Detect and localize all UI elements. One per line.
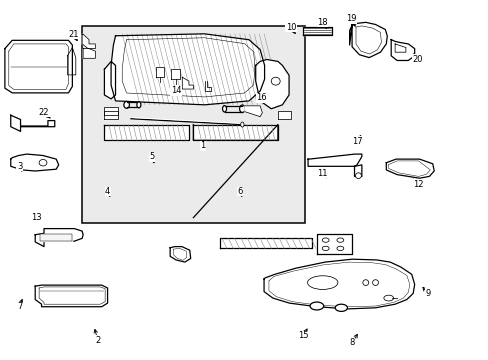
Polygon shape [104, 62, 115, 99]
Ellipse shape [383, 295, 393, 301]
Polygon shape [193, 125, 277, 140]
Polygon shape [277, 111, 291, 119]
Text: 5: 5 [149, 152, 154, 161]
Polygon shape [386, 159, 433, 178]
Text: 8: 8 [349, 338, 354, 347]
Ellipse shape [222, 105, 226, 112]
Polygon shape [155, 67, 164, 77]
Text: 20: 20 [412, 55, 423, 64]
Ellipse shape [309, 302, 323, 310]
Text: 10: 10 [285, 22, 296, 31]
Polygon shape [104, 111, 118, 119]
Bar [82, 26, 304, 223]
Polygon shape [244, 106, 262, 117]
Polygon shape [255, 59, 288, 109]
Polygon shape [264, 259, 414, 309]
Polygon shape [104, 125, 188, 140]
Ellipse shape [372, 280, 378, 285]
Polygon shape [394, 44, 405, 52]
Text: 2: 2 [95, 336, 100, 345]
Text: 7: 7 [17, 302, 22, 311]
Polygon shape [303, 27, 331, 35]
Ellipse shape [336, 238, 343, 242]
Ellipse shape [355, 173, 361, 179]
Text: 12: 12 [412, 180, 423, 189]
Text: 14: 14 [170, 86, 181, 95]
Text: 3: 3 [17, 162, 22, 171]
Polygon shape [5, 40, 72, 93]
Polygon shape [349, 22, 386, 58]
Text: 11: 11 [317, 169, 327, 178]
Polygon shape [67, 48, 76, 75]
Text: 1: 1 [200, 141, 205, 150]
Ellipse shape [334, 304, 346, 311]
Polygon shape [35, 285, 107, 307]
Polygon shape [182, 77, 193, 89]
Ellipse shape [362, 280, 368, 285]
Text: 19: 19 [345, 14, 356, 23]
Polygon shape [354, 165, 361, 176]
Ellipse shape [322, 238, 328, 242]
Polygon shape [11, 115, 55, 131]
Text: 4: 4 [105, 187, 110, 196]
Polygon shape [82, 34, 95, 49]
Ellipse shape [240, 122, 244, 127]
Ellipse shape [271, 77, 280, 85]
Ellipse shape [322, 246, 328, 251]
Ellipse shape [137, 102, 141, 108]
Polygon shape [390, 40, 414, 60]
Polygon shape [316, 234, 351, 254]
Text: 6: 6 [237, 187, 242, 196]
Text: 18: 18 [317, 18, 327, 27]
Polygon shape [104, 107, 118, 115]
Text: 9: 9 [425, 289, 429, 298]
Polygon shape [171, 69, 180, 79]
Polygon shape [170, 247, 190, 262]
Text: 22: 22 [39, 108, 49, 117]
Polygon shape [40, 234, 72, 241]
Text: 13: 13 [31, 213, 42, 222]
Text: 17: 17 [351, 136, 362, 145]
Text: 16: 16 [256, 94, 266, 102]
Polygon shape [83, 49, 95, 58]
Polygon shape [220, 238, 311, 248]
Ellipse shape [307, 276, 337, 289]
Polygon shape [11, 154, 59, 171]
Text: 15: 15 [297, 331, 308, 340]
Polygon shape [111, 34, 264, 105]
Ellipse shape [336, 246, 343, 251]
Ellipse shape [39, 159, 47, 166]
Ellipse shape [123, 102, 129, 108]
Text: 21: 21 [68, 30, 79, 39]
Polygon shape [35, 229, 83, 247]
Polygon shape [307, 154, 361, 166]
Ellipse shape [239, 105, 244, 113]
